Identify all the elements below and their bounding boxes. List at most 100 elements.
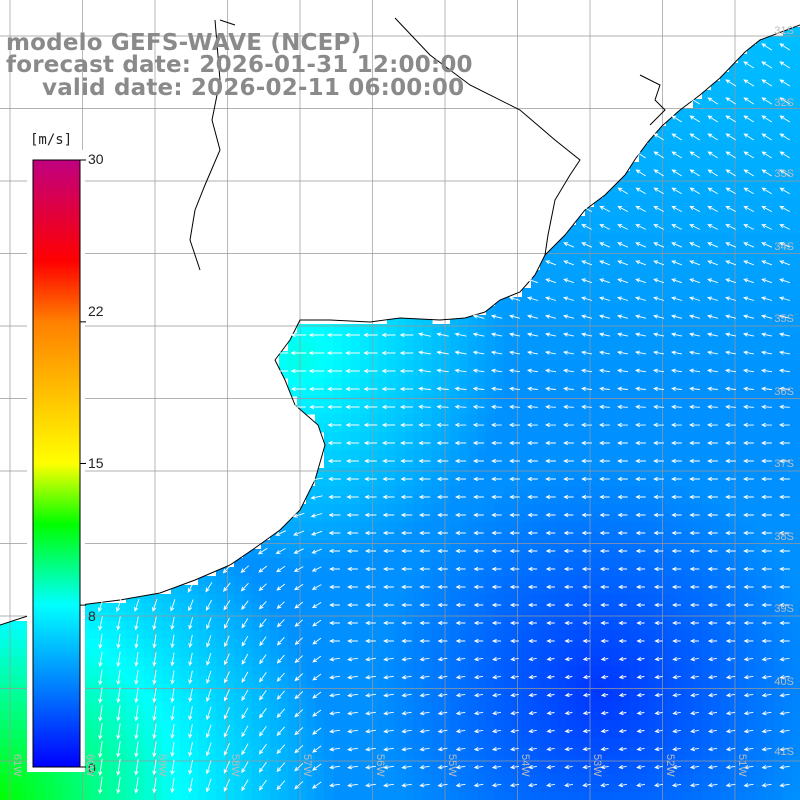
speed-cell xyxy=(432,594,442,604)
speed-cell xyxy=(297,747,307,757)
speed-cell xyxy=(639,567,649,577)
speed-cell xyxy=(693,693,703,703)
speed-cell xyxy=(612,297,622,307)
speed-cell xyxy=(666,612,676,622)
wind-arrow xyxy=(383,566,394,572)
speed-cell xyxy=(693,648,703,658)
speed-cell xyxy=(486,639,496,649)
wind-arrow xyxy=(635,386,646,391)
speed-cell xyxy=(684,468,694,478)
speed-cell xyxy=(252,648,262,658)
speed-cell xyxy=(450,441,460,451)
speed-cell xyxy=(333,360,343,370)
speed-cell xyxy=(387,540,397,550)
speed-cell xyxy=(630,288,640,298)
speed-cell xyxy=(675,396,685,406)
speed-cell xyxy=(648,477,658,487)
speed-cell xyxy=(333,693,343,703)
speed-cell xyxy=(423,612,433,622)
speed-cell xyxy=(324,576,334,586)
speed-cell xyxy=(603,738,613,748)
speed-cell xyxy=(621,477,631,487)
speed-cell xyxy=(666,216,676,226)
speed-cell xyxy=(81,774,91,784)
speed-cell xyxy=(729,540,739,550)
speed-cell xyxy=(153,702,163,712)
speed-cell xyxy=(414,648,424,658)
wind-arrow xyxy=(290,386,307,392)
speed-cell xyxy=(369,405,379,415)
speed-cell xyxy=(495,378,505,388)
speed-cell xyxy=(747,783,757,793)
wind-arrow xyxy=(707,97,719,105)
speed-cell xyxy=(540,252,550,262)
speed-cell xyxy=(540,387,550,397)
speed-cell xyxy=(567,279,577,289)
speed-cell xyxy=(666,288,676,298)
speed-cell xyxy=(468,621,478,631)
speed-cell xyxy=(558,747,568,757)
speed-cell xyxy=(738,504,748,514)
speed-cell xyxy=(558,360,568,370)
speed-cell xyxy=(693,99,703,109)
speed-cell xyxy=(558,531,568,541)
wind-arrow xyxy=(309,404,324,410)
speed-cell xyxy=(198,630,208,640)
speed-cell xyxy=(603,513,613,523)
speed-cell xyxy=(18,729,28,739)
speed-cell xyxy=(396,315,406,325)
speed-cell xyxy=(783,495,793,505)
speed-cell xyxy=(612,306,622,316)
speed-cell xyxy=(306,360,316,370)
speed-cell xyxy=(648,261,658,271)
speed-cell xyxy=(576,558,586,568)
speed-cell xyxy=(468,459,478,469)
speed-cell xyxy=(729,486,739,496)
speed-cell xyxy=(738,279,748,289)
speed-cell xyxy=(369,702,379,712)
speed-cell xyxy=(378,360,388,370)
speed-cell xyxy=(774,738,784,748)
speed-cell xyxy=(405,450,415,460)
speed-cell xyxy=(477,459,487,469)
speed-cell xyxy=(531,747,541,757)
speed-cell xyxy=(396,747,406,757)
speed-cell xyxy=(666,207,676,217)
speed-cell xyxy=(702,540,712,550)
speed-cell xyxy=(567,774,577,784)
wind-arrow xyxy=(345,350,360,356)
speed-cell xyxy=(549,477,559,487)
speed-cell xyxy=(414,549,424,559)
speed-cell xyxy=(432,567,442,577)
speed-cell xyxy=(657,711,667,721)
speed-cell xyxy=(0,747,10,757)
speed-cell xyxy=(792,738,800,748)
speed-cell xyxy=(711,423,721,433)
speed-cell xyxy=(486,351,496,361)
speed-cell xyxy=(351,459,361,469)
speed-cell xyxy=(792,630,800,640)
speed-cell xyxy=(603,558,613,568)
speed-cell xyxy=(729,396,739,406)
speed-cell xyxy=(720,324,730,334)
speed-cell xyxy=(666,405,676,415)
speed-cell xyxy=(684,180,694,190)
speed-cell xyxy=(333,648,343,658)
speed-cell xyxy=(315,720,325,730)
speed-cell xyxy=(504,540,514,550)
speed-cell xyxy=(756,261,766,271)
speed-cell xyxy=(189,594,199,604)
speed-cell xyxy=(324,603,334,613)
speed-cell xyxy=(432,585,442,595)
speed-cell xyxy=(252,675,262,685)
speed-cell xyxy=(720,306,730,316)
speed-cell xyxy=(297,396,307,406)
speed-cell xyxy=(783,216,793,226)
wind-arrow xyxy=(707,242,719,248)
speed-cell xyxy=(378,576,388,586)
speed-cell xyxy=(666,648,676,658)
speed-cell xyxy=(702,324,712,334)
speed-cell xyxy=(639,612,649,622)
speed-cell xyxy=(117,648,127,658)
speed-cell xyxy=(612,198,622,208)
